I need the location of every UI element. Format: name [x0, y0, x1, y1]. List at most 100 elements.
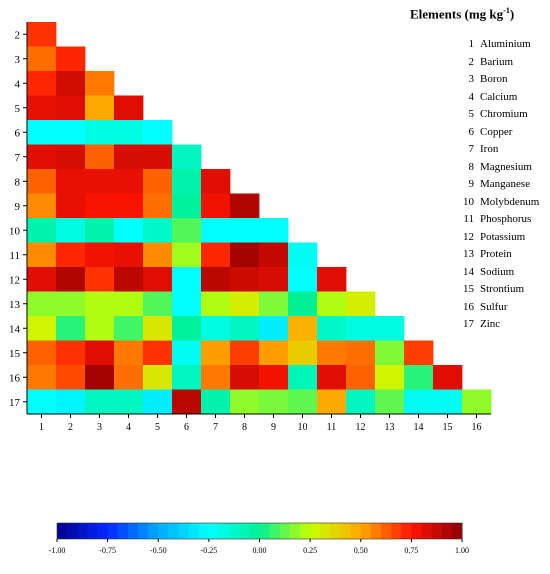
heatmap-cell [288, 267, 318, 292]
y-tick-label: 9 [15, 201, 21, 213]
colorbar-tick-label: -0.50 [150, 546, 167, 555]
heatmap-cell [114, 340, 144, 366]
heatmap-cell [85, 120, 115, 145]
x-tick-label: 10 [298, 422, 308, 433]
colorbar-segment [138, 523, 149, 539]
heatmap-cell [288, 340, 318, 366]
element-name: Phosphorus [480, 213, 532, 225]
x-tick-label: 4 [126, 422, 131, 433]
heatmap-cell [56, 291, 86, 317]
element-legend-item: 16 Sulfur [462, 299, 539, 317]
heatmap-cell [27, 169, 57, 194]
colorbar-tick-label: -0.25 [201, 546, 218, 555]
element-name: Strontium [480, 283, 525, 295]
element-name: Sodium [480, 265, 515, 278]
heatmap-cell [143, 218, 173, 243]
heatmap-cell [27, 193, 57, 219]
heatmap-cell [27, 144, 57, 170]
heatmap-cell [85, 144, 115, 170]
x-tick-label: 11 [327, 422, 337, 433]
heatmap-cell [317, 389, 347, 415]
colorbar-segment [279, 523, 291, 539]
element-number: 1 [468, 38, 475, 50]
heatmap-cell [317, 365, 347, 390]
element-name: Potassium [480, 230, 526, 243]
element-legend-item: 13 Protein [462, 246, 539, 264]
heatmap-cell [172, 218, 202, 243]
colorbar-tick-label: 1.00 [455, 546, 469, 555]
heatmap-cell [114, 291, 144, 317]
heatmap-cell [259, 340, 289, 366]
heatmap-cell [172, 242, 202, 268]
x-tick-label: 16 [472, 422, 482, 433]
y-tick-label: 16 [9, 372, 21, 384]
heatmap-cell [288, 316, 318, 341]
x-tick-label: 7 [213, 422, 218, 433]
heatmap-cell [85, 365, 115, 390]
heatmap-cell [27, 389, 57, 415]
heatmap-cell [56, 120, 86, 145]
element-name: Calcium [480, 90, 518, 103]
heatmap-cell [172, 267, 202, 292]
colorbar-segment [148, 523, 159, 539]
element-number: 12 [463, 230, 474, 243]
element-name: Magnesium [480, 160, 532, 173]
heatmap-cell [230, 193, 260, 219]
element-name: Copper [480, 125, 513, 138]
colorbar-segment [127, 523, 139, 539]
heatmap-cell [143, 169, 173, 194]
x-tick-label: 6 [184, 422, 189, 433]
element-name: Boron [480, 73, 508, 85]
heatmap-cell [114, 267, 144, 292]
element-number: 13 [463, 248, 474, 260]
heatmap-cell [143, 144, 173, 170]
heatmap-cell [56, 340, 86, 366]
colorbar-segment [178, 523, 190, 539]
colorbar-segment [239, 523, 250, 539]
heatmap-cell [172, 389, 202, 415]
element-name: Aluminium [480, 38, 531, 50]
element-legend-item: 11 Phosphorus [462, 211, 539, 229]
x-tick-label: 5 [155, 422, 160, 433]
heatmap-cell [201, 267, 231, 292]
y-tick-label: 4 [15, 78, 21, 90]
element-name: Sulfur [480, 300, 508, 313]
heatmap-cell [85, 242, 115, 268]
heatmap-cell [114, 218, 144, 243]
colorbar-segment [411, 523, 422, 539]
colorbar-segment [451, 523, 463, 539]
colorbar-tick-label: 0.50 [354, 546, 368, 555]
y-tick-label: 13 [9, 299, 21, 311]
heatmap-cell [259, 389, 289, 415]
heatmap-cell [85, 95, 115, 121]
heatmap-cell [172, 144, 202, 170]
colorbar-segment [67, 523, 78, 539]
heatmap-cell [375, 316, 405, 341]
y-tick-label: 6 [15, 127, 21, 139]
heatmap-cell [346, 316, 376, 341]
heatmap-cell [56, 218, 86, 243]
heatmap-cell [27, 120, 57, 145]
heatmap-cell [143, 340, 173, 366]
heatmap-cell [317, 340, 347, 366]
colorbar-segment [117, 523, 129, 539]
x-tick-label: 12 [356, 422, 366, 433]
colorbar-segment [229, 523, 240, 539]
heatmap-cell [230, 316, 260, 341]
heatmap-cell [317, 291, 347, 317]
heatmap-cell [404, 389, 434, 415]
heatmap-cell [85, 340, 115, 366]
heatmap-cell [201, 193, 231, 219]
heatmap-cell [27, 242, 57, 268]
heatmap-cell [143, 365, 173, 390]
heatmap-cell [404, 340, 434, 366]
heatmap-cell [27, 71, 57, 96]
heatmap-cell [201, 242, 231, 268]
heatmap-cell [56, 46, 86, 72]
colorbar-segment [107, 523, 119, 539]
colorbar-segment [320, 523, 331, 539]
heatmap-cell [201, 340, 231, 366]
element-legend-item: 8 Magnesium [462, 159, 539, 177]
heatmap-cell [201, 365, 231, 390]
